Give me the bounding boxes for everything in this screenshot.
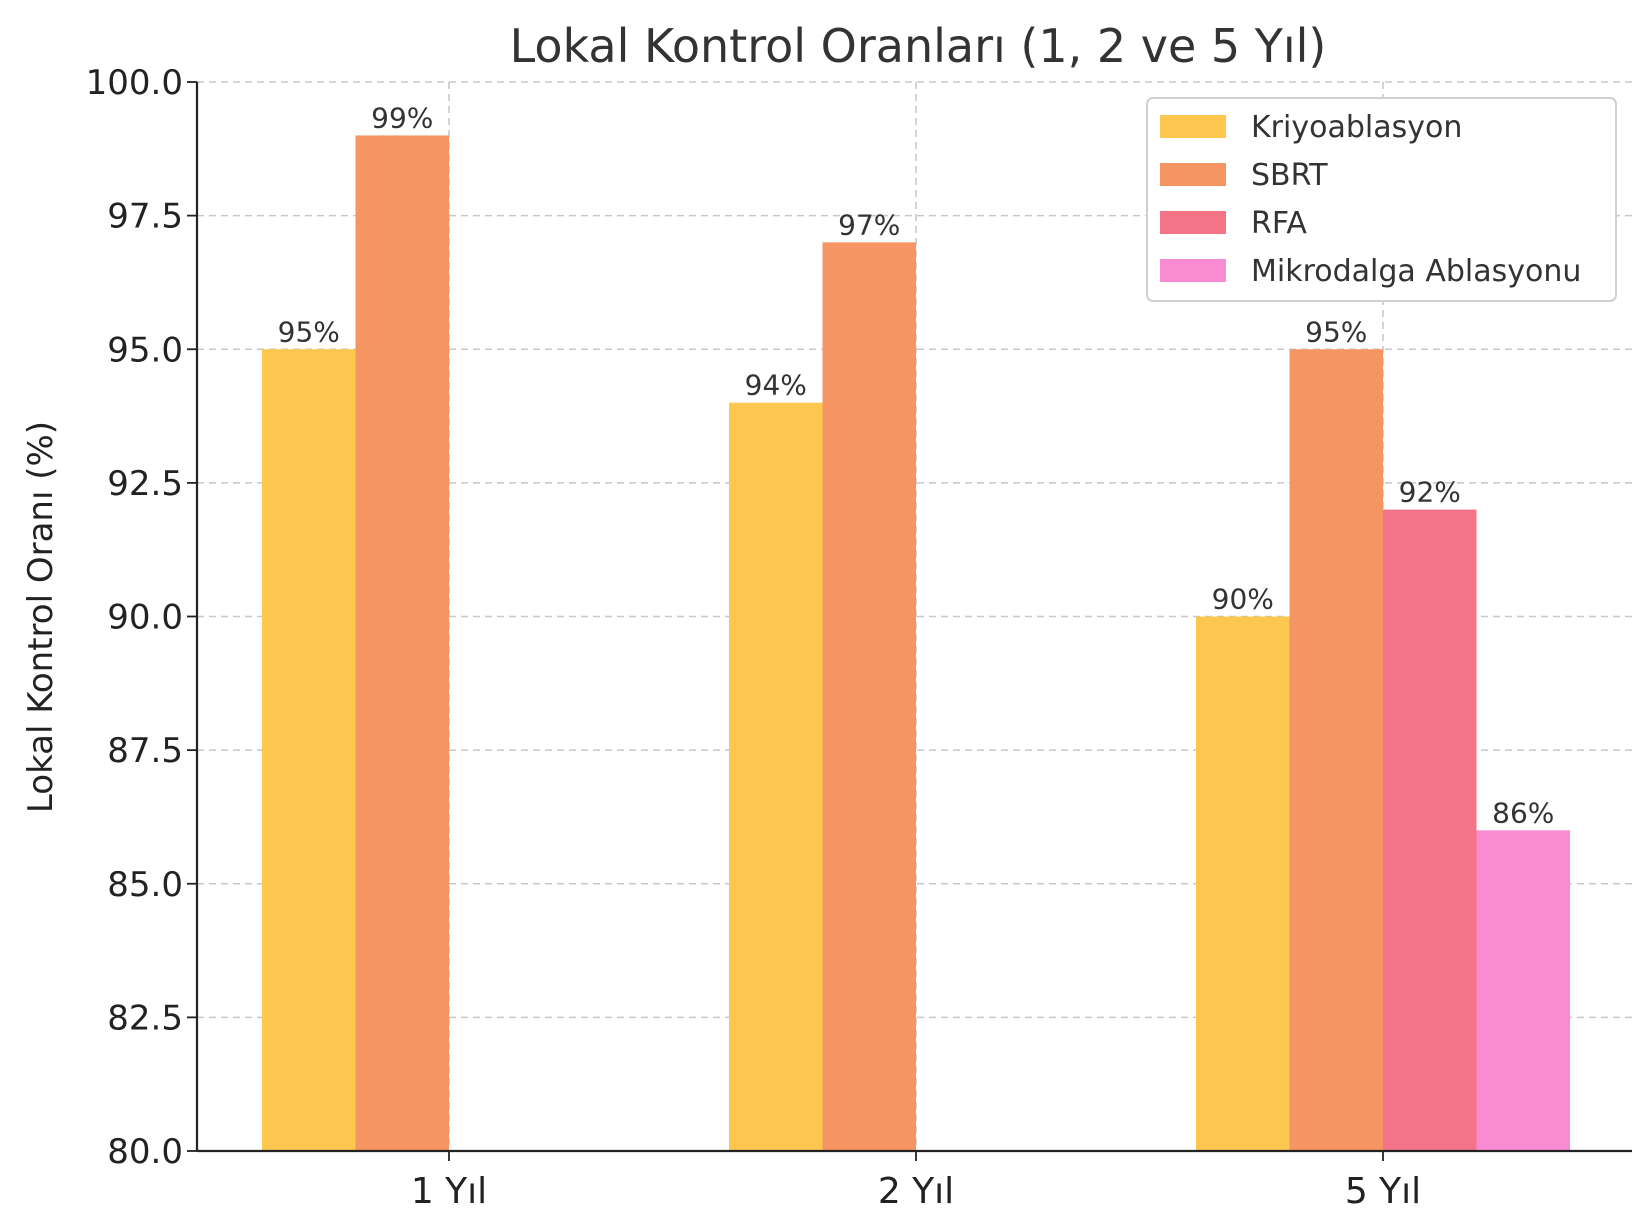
bars: [262, 135, 1570, 1152]
legend-label: RFA: [1251, 206, 1307, 241]
bar-value-label: 94%: [745, 369, 807, 402]
legend: Kriyoablasyon SBRT RFA Mikrodalga Ablasyonu: [1146, 97, 1617, 302]
bar: [1196, 616, 1290, 1151]
bar: [262, 349, 356, 1151]
y-tick-label: 87.5: [107, 731, 183, 771]
bar: [729, 402, 823, 1151]
bar-value-label: 95%: [1305, 315, 1367, 348]
legend-swatch: [1160, 115, 1226, 138]
y-tick-label: 92.5: [107, 464, 183, 504]
legend-swatch: [1160, 211, 1226, 234]
bar-value-label: 86%: [1492, 796, 1554, 829]
legend-swatch: [1160, 163, 1226, 186]
bar-value-label: 92%: [1399, 476, 1461, 509]
bar: [1383, 509, 1477, 1152]
axes: [187, 81, 1632, 1161]
tick-labels: 80.0 82.5 85.0 87.5 90.0 92.5 95.0 97.5 100.0 1 Y…: [86, 63, 1422, 1212]
legend-label: Mikrodalga Ablasyonu: [1251, 254, 1581, 289]
chart-title: Lokal Kontrol Oranları (1, 2 ve 5 Yıl): [510, 19, 1327, 73]
y-tick-label: 95.0: [107, 330, 183, 370]
y-tick-label: 80.0: [107, 1132, 183, 1172]
y-tick-label: 82.5: [107, 998, 183, 1038]
legend-swatch: [1160, 259, 1226, 282]
bar-value-label: 90%: [1212, 583, 1274, 616]
legend-label: SBRT: [1251, 158, 1328, 193]
bar: [822, 242, 916, 1152]
legend-box: [1146, 97, 1617, 302]
bar: [1476, 830, 1570, 1151]
x-tick-label: 5 Yıl: [1345, 1171, 1421, 1212]
y-axis-label: Lokal Kontrol Oranı (%): [21, 421, 61, 813]
bar-value-label: 99%: [371, 101, 433, 134]
bar-labels: 95% 94% 90% 99% 97% 95% 92% 86%: [278, 101, 1555, 829]
bar-value-label: 95%: [278, 315, 340, 348]
bar: [1289, 349, 1383, 1151]
bar-value-label: 97%: [838, 208, 900, 241]
bar: [355, 135, 449, 1151]
y-tick-label: 97.5: [107, 197, 183, 237]
y-tick-label: 100.0: [86, 63, 183, 103]
x-tick-label: 1 Yıl: [411, 1171, 487, 1212]
y-tick-label: 85.0: [107, 865, 183, 905]
legend-label: Kriyoablasyon: [1251, 110, 1462, 145]
y-tick-label: 90.0: [107, 598, 183, 638]
x-tick-label: 2 Yıl: [878, 1171, 954, 1212]
